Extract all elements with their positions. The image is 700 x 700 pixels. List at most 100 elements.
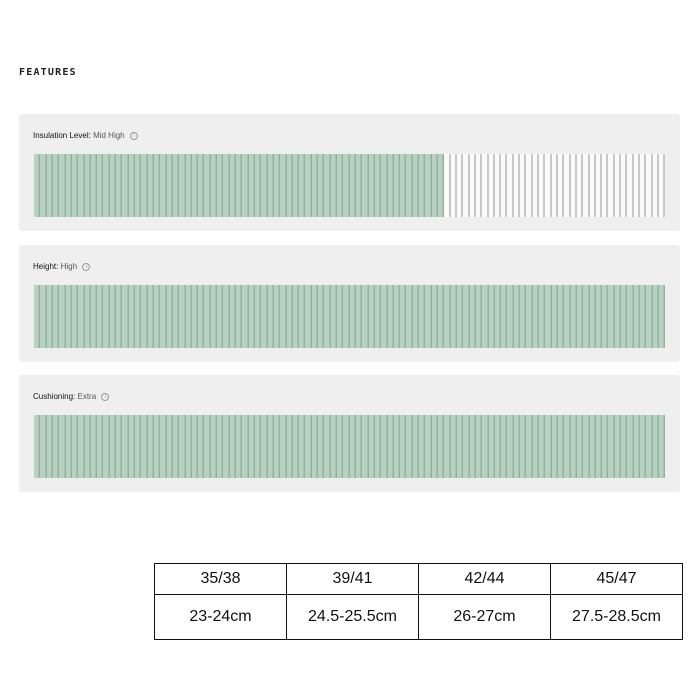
meter-segment-filled (368, 415, 375, 478)
meter-segment-filled (229, 154, 236, 217)
meter-segment-filled (646, 415, 653, 478)
meter-segment-filled (90, 415, 98, 478)
meter-segment-filled (438, 154, 445, 217)
meter-segment-filled (122, 415, 129, 478)
meter-segment-filled (147, 415, 154, 478)
feature-label-row: Height: High i (33, 262, 91, 272)
meter-segment-filled (602, 285, 609, 348)
meter-segment-filled (90, 285, 98, 348)
meter-segment-filled (273, 415, 281, 478)
meter-segment-filled (545, 415, 552, 478)
meter-segment-filled (217, 154, 224, 217)
meter-segment-filled (34, 154, 41, 217)
meter-segment-empty (608, 154, 615, 217)
meter-segment-filled (583, 285, 590, 348)
meter-segment-filled (46, 285, 53, 348)
meter-segment-filled (299, 285, 306, 348)
meter-segment-filled (147, 154, 154, 217)
meter-segment-filled (153, 154, 161, 217)
meter-segment-filled (393, 154, 401, 217)
meter-segment-empty (583, 154, 590, 217)
meter-segment-filled (52, 285, 60, 348)
meter-segment-empty (545, 154, 552, 217)
meter-segment-filled (431, 154, 438, 217)
meter-segment-empty (532, 154, 539, 217)
meter-segment-filled (513, 415, 521, 478)
meter-segment-filled (337, 285, 344, 348)
meter-segment-filled (267, 285, 274, 348)
meter-segment-filled (469, 285, 476, 348)
meter-segment-filled (71, 415, 79, 478)
size-row: 35/38 39/41 42/44 45/47 (154, 563, 683, 595)
meter-segment-filled (116, 285, 123, 348)
meter-segment-filled (229, 285, 236, 348)
meter-segment-filled (122, 285, 129, 348)
size-table: 35/38 39/41 42/44 45/47 23-24cm 24.5-25.… (154, 563, 683, 640)
meter-segment-filled (393, 415, 401, 478)
meter-segment-filled (160, 285, 167, 348)
feature-card-insulation: Insulation Level: Mid High i (19, 114, 680, 231)
meter-segment-filled (267, 154, 274, 217)
info-icon[interactable]: i (82, 262, 91, 271)
info-icon[interactable]: i (101, 392, 110, 401)
meter-segment-filled (374, 415, 382, 478)
meter-segment-filled (65, 285, 72, 348)
meter-segment-filled (406, 154, 413, 217)
feature-meter (34, 285, 666, 348)
meter-segment-filled (52, 154, 60, 217)
meter-segment-filled (374, 285, 382, 348)
meter-segment-filled (59, 415, 66, 478)
meter-segment-filled (501, 285, 508, 348)
meter-segment-filled (286, 154, 293, 217)
meter-segment-empty (488, 154, 495, 217)
info-icon[interactable]: i (129, 131, 138, 140)
meter-segment-filled (355, 285, 363, 348)
meter-segment-filled (65, 154, 72, 217)
meter-segment-filled (621, 415, 628, 478)
meter-segment-filled (204, 154, 211, 217)
meter-segment-filled (551, 285, 558, 348)
meter-segment-filled (450, 285, 457, 348)
meter-segment-filled (658, 415, 666, 478)
meter-segment-filled (444, 415, 451, 478)
meter-segment-empty (520, 154, 527, 217)
meter-segment-filled (160, 415, 167, 478)
meter-segment-filled (438, 415, 445, 478)
feature-card-height: Height: High i (19, 245, 680, 362)
meter-segment-filled (368, 285, 375, 348)
meter-segment-filled (539, 285, 546, 348)
meter-segment-filled (305, 285, 312, 348)
meter-segment-filled (305, 154, 312, 217)
length-cell: 26-27cm (418, 594, 551, 640)
feature-label: Insulation Level: (33, 131, 91, 140)
meter-segment-filled (374, 154, 382, 217)
meter-segment-filled (324, 154, 331, 217)
meter-segment-filled (242, 154, 249, 217)
meter-segment-filled (122, 154, 129, 217)
meter-segment-filled (242, 285, 249, 348)
meter-segment-filled (362, 415, 369, 478)
meter-segment-filled (640, 285, 647, 348)
meter-segment-filled (456, 415, 464, 478)
size-cell: 45/47 (550, 563, 683, 595)
meter-segment-filled (223, 285, 230, 348)
meter-segment-filled (406, 285, 413, 348)
meter-segment-filled (97, 154, 104, 217)
meter-segment-filled (153, 285, 161, 348)
meter-segment-empty (526, 154, 533, 217)
meter-segment-filled (482, 415, 489, 478)
meter-segment-filled (532, 285, 539, 348)
meter-segment-filled (419, 285, 426, 348)
meter-segment-filled (254, 415, 262, 478)
meter-segment-filled (305, 415, 312, 478)
meter-segment-filled (614, 285, 622, 348)
meter-segment-empty (501, 154, 508, 217)
meter-segment-filled (526, 285, 533, 348)
meter-segment-filled (419, 415, 426, 478)
meter-segment-empty (570, 154, 577, 217)
meter-segment-filled (286, 415, 293, 478)
feature-card-cushioning: Cushioning: Extra i (19, 375, 680, 492)
meter-segment-empty (652, 154, 659, 217)
meter-segment-filled (640, 415, 647, 478)
length-cell: 27.5-28.5cm (550, 594, 683, 640)
